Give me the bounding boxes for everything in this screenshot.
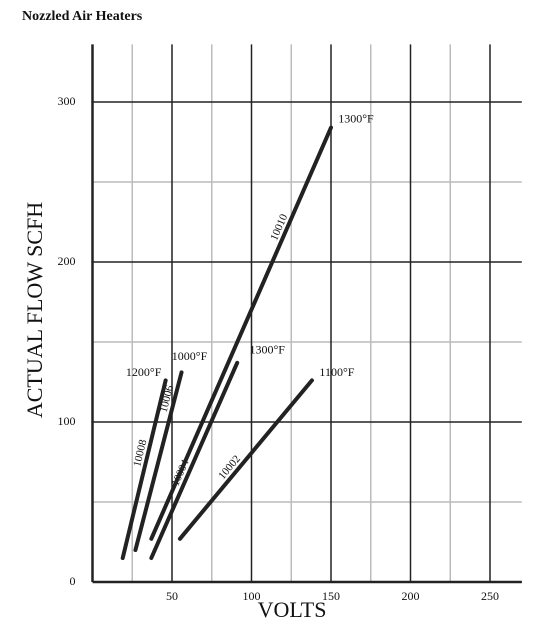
x-tick-label: 150	[322, 589, 340, 603]
x-tick-label: 50	[166, 589, 178, 603]
series-line	[133, 370, 184, 552]
series-line	[177, 378, 314, 541]
series-line	[149, 125, 333, 541]
series-line	[120, 378, 168, 560]
x-axis-label: VOLTS	[258, 597, 327, 622]
y-tick-label: 0	[70, 574, 76, 588]
x-tick-label: 200	[402, 589, 420, 603]
y-tick-label: 200	[58, 254, 76, 268]
x-tick-label: 250	[481, 589, 499, 603]
chart-title: Nozzled Air Heaters	[22, 9, 143, 24]
end-annotation: 1300°F	[249, 343, 285, 357]
y-tick-label: 100	[58, 414, 76, 428]
y-tick-label: 300	[58, 94, 76, 108]
x-tick-label: 100	[243, 589, 261, 603]
end-annotation: 1000°F	[172, 349, 208, 363]
y-axis-label: ACTUAL FLOW SCFH	[22, 202, 47, 418]
series-line	[149, 360, 240, 560]
end-annotation: 1300°F	[338, 111, 374, 125]
end-annotation: 1100°F	[319, 365, 354, 379]
end-annotation: 1200°F	[126, 365, 162, 379]
